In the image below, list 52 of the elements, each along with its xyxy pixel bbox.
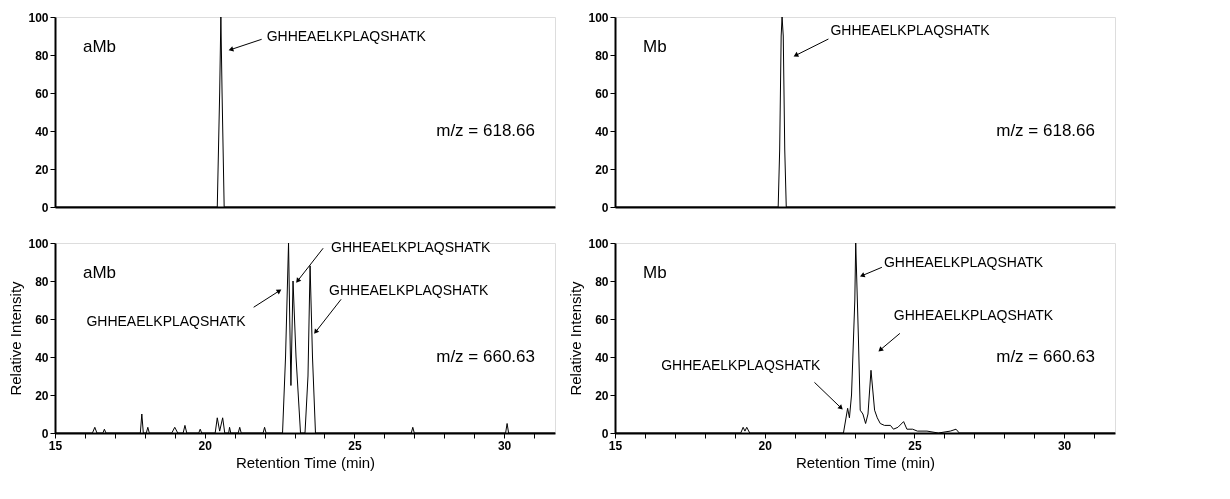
y-axis-title: Relative Intensity (7, 280, 25, 396)
y-tick-label: 0 (601, 426, 609, 441)
x-tick-label: 15 (48, 438, 63, 453)
annotation: m/z = 618.66 (996, 121, 1095, 140)
y-tick-label: 80 (35, 274, 49, 289)
y-tick-label: 60 (35, 312, 49, 327)
annotation: GHHEAELKPLAQSHATK (331, 239, 492, 256)
annotation: aMb (83, 263, 117, 282)
y-tick-label: 0 (41, 426, 49, 441)
y-tick-label: 40 (35, 124, 49, 139)
y-tick-label: 20 (595, 162, 609, 177)
x-tick-label: 25 (348, 438, 362, 453)
annotation: GHHEAELKPLAQSHATK (661, 357, 822, 374)
y-tick-label: 60 (35, 86, 49, 101)
y-tick-label: 80 (595, 274, 609, 289)
annotation: aMb (83, 37, 117, 56)
y-tick-label: 40 (35, 350, 49, 365)
x-axis-title: Retention Time (min) (235, 453, 376, 471)
y-tick-label: 60 (595, 312, 609, 327)
annotation: GHHEAELKPLAQSHATK (893, 307, 1054, 324)
annotation: GHHEAELKPLAQSHATK (830, 22, 991, 38)
y-tick-label: 20 (35, 388, 49, 403)
annotation: GHHEAELKPLAQSHATK (266, 28, 427, 45)
x-tick-label: 15 (608, 438, 623, 453)
y-tick-label: 40 (595, 124, 609, 139)
annotation: m/z = 618.66 (436, 121, 535, 140)
x-tick-label: 30 (1057, 438, 1072, 453)
x-tick-label: 30 (497, 438, 512, 453)
x-tick-label: 20 (198, 438, 213, 453)
x-tick-label: 20 (758, 438, 773, 453)
x-axis-title: Retention Time (min) (795, 453, 936, 471)
y-tick-label: 100 (588, 10, 609, 25)
y-tick-label: 0 (41, 200, 49, 215)
annotation: GHHEAELKPLAQSHATK (329, 282, 489, 299)
annotation: Mb (643, 37, 667, 56)
y-tick-label: 80 (595, 48, 609, 63)
y-tick-label: 100 (28, 236, 49, 251)
annotation: Mb (643, 263, 667, 282)
annotation: m/z = 660.63 (436, 347, 535, 366)
annotation: GHHEAELKPLAQSHATK (86, 313, 247, 330)
y-axis-title: Relative Intensity (567, 280, 585, 396)
y-tick-label: 20 (35, 162, 49, 177)
y-tick-label: 40 (595, 350, 609, 365)
y-tick-label: 20 (595, 388, 609, 403)
y-tick-label: 0 (601, 200, 609, 215)
y-tick-label: 80 (35, 48, 49, 63)
y-tick-label: 100 (588, 236, 609, 251)
annotation: m/z = 660.63 (996, 347, 1095, 366)
y-tick-label: 100 (28, 10, 49, 25)
annotation: GHHEAELKPLAQSHATK (883, 254, 1044, 271)
y-tick-label: 60 (595, 86, 609, 101)
x-tick-label: 25 (908, 438, 922, 453)
